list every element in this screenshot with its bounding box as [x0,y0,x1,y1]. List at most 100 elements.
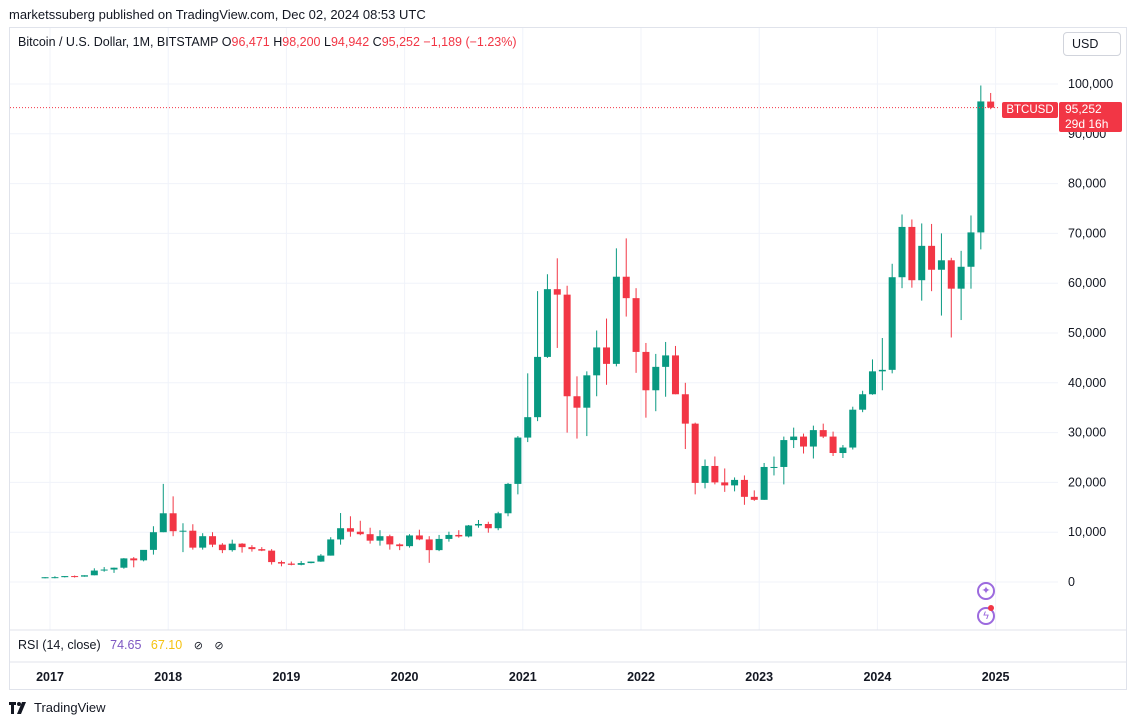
candle-body [376,536,384,541]
chart-frame [9,27,1127,690]
candle-body [612,276,620,364]
candle [731,477,739,492]
candle-body [750,496,758,500]
high-label: H [273,35,283,49]
candle [750,490,758,501]
candle [425,536,433,563]
candle [484,521,492,533]
candle-body [51,577,59,579]
candle [406,534,414,548]
footer-brand[interactable]: TradingView [9,700,106,715]
candle-body [277,562,285,564]
candle [593,330,601,397]
candle [61,576,69,578]
currency-button[interactable]: USD [1063,32,1121,56]
candle [337,513,345,545]
candle [189,524,197,550]
y-tick-label: 80,000 [1068,177,1106,191]
candle [740,475,748,505]
candle-body [327,539,335,556]
candle [307,561,315,564]
candle [543,274,551,358]
candle-body [406,535,414,547]
candle-body [928,245,936,270]
candle-body [494,513,502,529]
candle-body [967,232,975,267]
x-tick-label: 2024 [863,670,891,684]
y-tick-label: 60,000 [1068,276,1106,290]
candle [209,532,217,548]
candle [356,520,364,536]
y-tick-label: 40,000 [1068,376,1106,390]
candle-body [800,436,808,447]
last-price-value: 95,252 [1065,102,1102,116]
candle [849,406,857,450]
candle-body [553,289,561,295]
candle-body [71,576,79,578]
candle [435,534,443,552]
candle [51,576,59,579]
candle-body [396,544,404,547]
candlestick-series [41,85,995,579]
rsi-indicator-row[interactable]: RSI (14, close) 74.65 67.10 ⊘ ⊘ [18,638,224,652]
candle-body [297,563,305,565]
candle-body [809,430,817,447]
candle [790,427,798,449]
candle [622,238,630,317]
candle-body [632,298,640,352]
candle [327,537,335,556]
candle [199,533,207,550]
candle-body [130,558,138,561]
candle-body [849,409,857,448]
candle-body [652,366,660,391]
candle [987,92,995,110]
lightning-icon[interactable]: ϟ [977,607,995,625]
candle [268,549,276,565]
candle [120,558,128,569]
pane-separators [10,629,1127,663]
candle [465,524,473,538]
candle-body [110,567,118,570]
candle-body [642,351,650,391]
x-tick-label: 2020 [391,670,419,684]
y-axis-ticks: 0 10,000 20,000 30,000 40,000 50,000 60,000 70,… [1068,77,1113,589]
settings-indicator-icon[interactable]: ⊘ [214,640,224,652]
candle [967,215,975,289]
candle [553,258,561,348]
candle-body [268,550,276,563]
candle-body [662,355,670,367]
candle [90,568,98,576]
symbol-legend[interactable]: Bitcoin / U.S. Dollar, 1M, BITSTAMP O96,… [18,35,517,49]
candle-body [248,547,256,550]
candle [691,422,699,495]
grid-lines [10,28,1058,630]
candle-body [484,523,492,529]
candle-body [671,355,679,395]
sparkle-icon[interactable]: ✦ [977,582,995,600]
candle-body [593,347,601,376]
candle-body [878,369,886,372]
candle-body [189,530,197,548]
candle [110,567,118,573]
candle-body [415,535,423,540]
candle-body [218,544,226,551]
bar-countdown: 29d 16h [1065,117,1109,131]
candle [701,459,709,489]
candle [218,543,226,554]
candle-body [346,528,354,532]
candle-body [534,356,542,418]
candle-body [859,394,867,410]
x-axis-ticks: 2017 2018 2019 2020 2021 2022 2023 2024 2025 [36,670,1009,684]
candle-body [179,530,187,532]
close-value: 95,252 [381,35,420,49]
candle [642,342,650,418]
hide-indicator-icon[interactable]: ⊘ [193,640,203,652]
high-value: 98,200 [282,35,321,49]
candle [455,530,463,538]
candle-body [701,465,709,483]
candle-body [435,538,443,551]
candle [809,425,817,459]
candle [534,291,542,422]
y-tick-label: 10,000 [1068,525,1106,539]
